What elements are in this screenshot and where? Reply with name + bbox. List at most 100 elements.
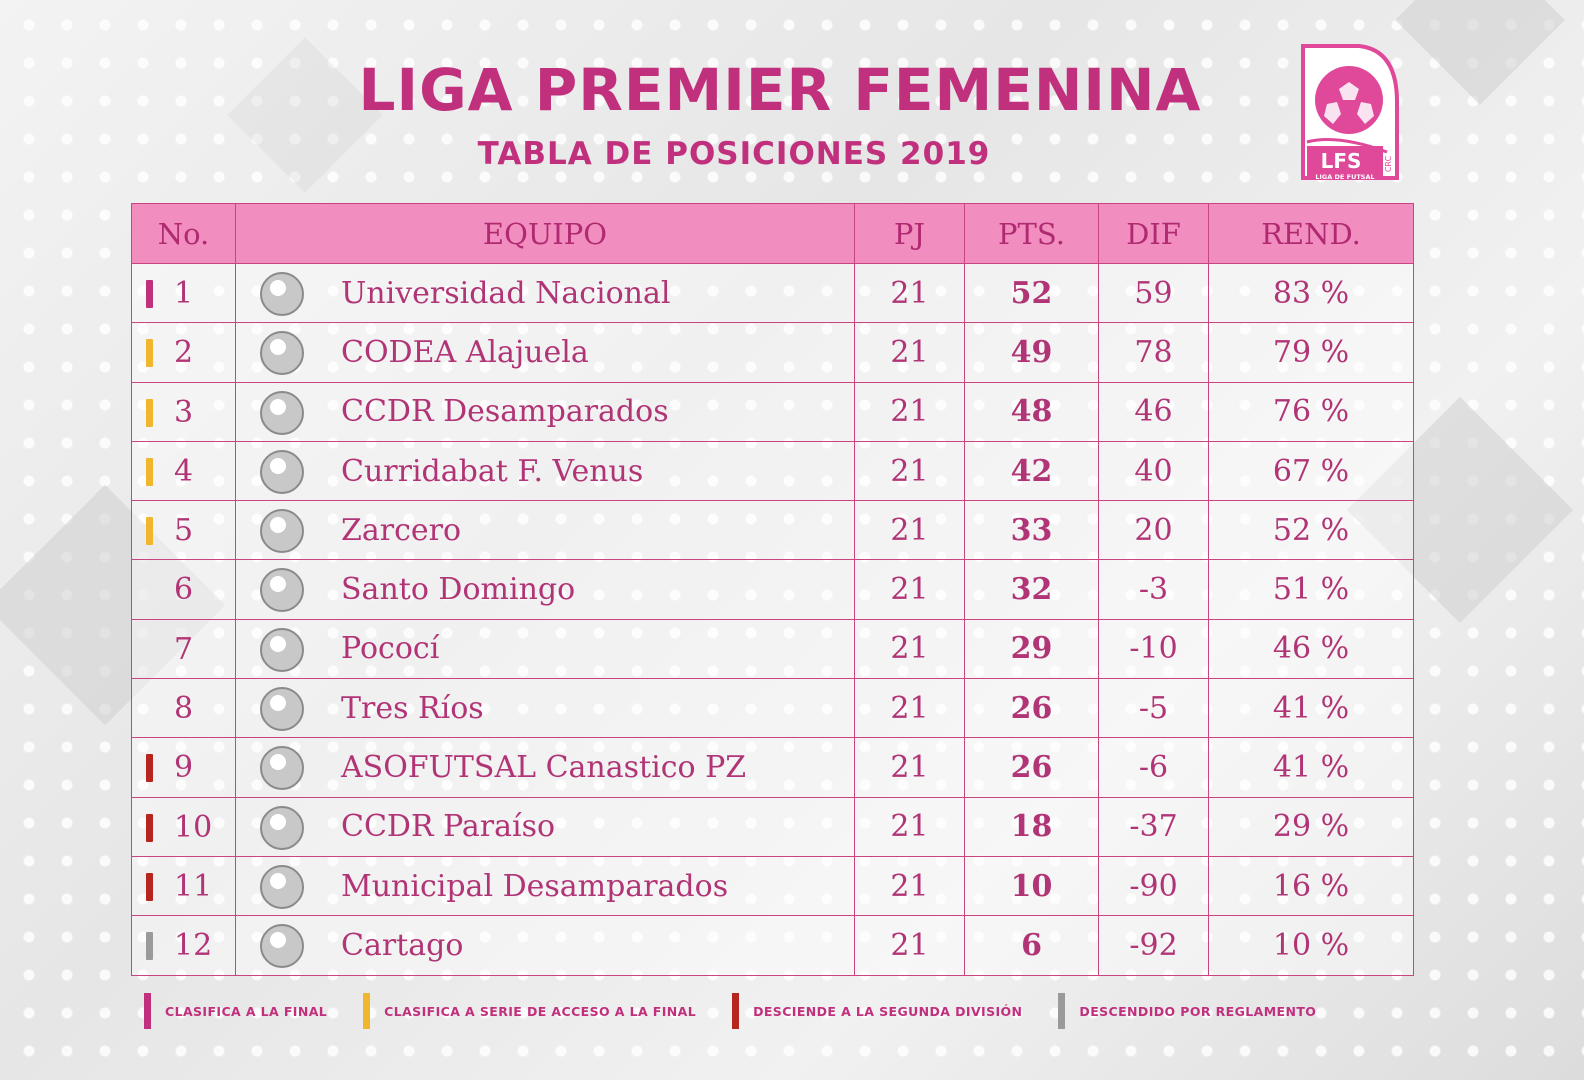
- position-number: 10: [174, 809, 213, 845]
- team-crest-icon: [260, 746, 304, 791]
- performance-cell: 10 %: [1208, 915, 1414, 976]
- team-cell: CODEA Alajuela: [235, 322, 855, 383]
- position-cell: 10: [131, 796, 236, 857]
- games-played-cell: 21: [854, 322, 965, 383]
- position-number: 7: [174, 631, 194, 667]
- position-cell: 6: [131, 559, 236, 620]
- team-name: Santo Domingo: [341, 572, 576, 608]
- games-played-cell: 21: [854, 500, 965, 561]
- team-crest-icon: [260, 864, 304, 909]
- team-name: CCDR Desamparados: [341, 394, 669, 430]
- team-crest-icon: [260, 568, 304, 613]
- position-cell: 5: [131, 500, 236, 561]
- team-cell: Tres Ríos: [235, 678, 855, 739]
- performance-cell: 76 %: [1208, 381, 1414, 442]
- team-crest-icon: [260, 272, 304, 316]
- games-played-cell: 21: [854, 737, 965, 798]
- goal-difference-cell: -37: [1098, 796, 1209, 857]
- status-marker: [146, 754, 153, 783]
- team-crest-icon: [260, 331, 304, 376]
- table-row: 9 ASOFUTSAL Canastico PZ 21 26 -6 41 %: [131, 737, 1414, 798]
- table-header-row: No. EQUIPO PJ PTS. DIF REND.: [131, 203, 1414, 264]
- team-cell: Pococí: [235, 618, 855, 680]
- performance-cell: 41 %: [1208, 737, 1414, 798]
- position-number: 8: [174, 691, 194, 727]
- goal-difference-cell: 78: [1098, 322, 1209, 383]
- position-number: 11: [174, 868, 213, 904]
- goal-difference-cell: -5: [1098, 678, 1209, 739]
- games-played-cell: 21: [854, 678, 965, 739]
- games-played-cell: 21: [854, 796, 965, 857]
- team-cell: Curridabat F. Venus: [235, 440, 855, 502]
- legend-label: DESCIENDE A LA SEGUNDA DIVISIÓN: [753, 1003, 1023, 1019]
- games-played-cell: 21: [854, 618, 965, 680]
- table-row: 12 Cartago 21 6 -92 10 %: [131, 915, 1414, 976]
- points-cell: 18: [964, 796, 1099, 857]
- position-number: 6: [174, 572, 194, 608]
- performance-cell: 29 %: [1208, 796, 1414, 857]
- goal-difference-cell: -90: [1098, 855, 1209, 917]
- legend-label: CLASIFICA A SERIE DE ACCESO A LA FINAL: [384, 1003, 697, 1019]
- logo-text: LFS: [1321, 149, 1362, 173]
- col-header-team: EQUIPO: [235, 203, 855, 264]
- games-played-cell: 21: [854, 440, 965, 502]
- league-logo: LFS CRC LIGA DE FUTSAL: [1301, 44, 1399, 181]
- legend-color-bar: [144, 993, 151, 1029]
- col-header-pj: PJ: [854, 203, 965, 264]
- position-cell: 9: [131, 737, 236, 798]
- position-cell: 7: [131, 618, 236, 680]
- points-cell: 48: [964, 381, 1099, 442]
- performance-cell: 52 %: [1208, 500, 1414, 561]
- goal-difference-cell: -6: [1098, 737, 1209, 798]
- goal-difference-cell: 20: [1098, 500, 1209, 561]
- table-row: 2 CODEA Alajuela 21 49 78 79 %: [131, 322, 1414, 383]
- goal-difference-cell: 59: [1098, 262, 1209, 324]
- position-number: 1: [174, 276, 194, 311]
- legend-label: CLASIFICA A LA FINAL: [165, 1003, 328, 1019]
- logo-caption: LIGA DE FUTSAL: [1315, 173, 1374, 181]
- points-cell: 26: [964, 737, 1099, 798]
- goal-difference-cell: 46: [1098, 381, 1209, 442]
- col-header-dif: DIF: [1098, 203, 1209, 264]
- col-header-rend: REND.: [1208, 203, 1414, 264]
- points-cell: 6: [964, 915, 1099, 976]
- legend-item: DESCIENDE A LA SEGUNDA DIVISIÓN: [732, 993, 1022, 1029]
- status-marker: [146, 932, 153, 961]
- team-name: Municipal Desamparados: [341, 868, 729, 904]
- points-cell: 10: [964, 855, 1099, 917]
- points-cell: 33: [964, 500, 1099, 561]
- status-marker: [146, 457, 153, 486]
- team-name: Tres Ríos: [341, 690, 484, 726]
- status-marker: [146, 517, 153, 546]
- team-name: Cartago: [341, 927, 464, 963]
- table-row: 8 Tres Ríos 21 26 -5 41 %: [131, 678, 1414, 739]
- position-cell: 11: [131, 855, 236, 917]
- table-row: 11 Municipal Desamparados 21 10 -90 16 %: [131, 855, 1414, 917]
- legend-item: CLASIFICA A LA FINAL: [144, 993, 327, 1029]
- status-marker: [146, 872, 153, 901]
- standings-table: No. EQUIPO PJ PTS. DIF REND. 1 Universida…: [131, 203, 1414, 976]
- team-cell: Santo Domingo: [235, 559, 855, 620]
- team-cell: Cartago: [235, 915, 855, 976]
- goal-difference-cell: -92: [1098, 915, 1209, 976]
- logo-side-text: CRC: [1384, 155, 1393, 172]
- performance-cell: 67 %: [1208, 440, 1414, 502]
- team-crest-icon: [260, 449, 304, 494]
- page-title: LIGA PREMIER FEMENINA: [358, 56, 1202, 124]
- team-crest-icon: [260, 924, 304, 969]
- table-row: 3 CCDR Desamparados 21 48 46 76 %: [131, 381, 1414, 442]
- position-cell: 8: [131, 678, 236, 739]
- team-cell: CCDR Paraíso: [235, 796, 855, 857]
- table-row: 7 Pococí 21 29 -10 46 %: [131, 618, 1414, 680]
- performance-cell: 41 %: [1208, 678, 1414, 739]
- games-played-cell: 21: [854, 915, 965, 976]
- legend-item: DESCENDIDO POR REGLAMENTO: [1058, 993, 1316, 1029]
- position-number: 9: [174, 750, 194, 786]
- status-marker: [146, 398, 153, 427]
- team-name: Universidad Nacional: [341, 275, 671, 311]
- legend-item: CLASIFICA A SERIE DE ACCESO A LA FINAL: [363, 993, 696, 1029]
- games-played-cell: 21: [854, 262, 965, 324]
- team-name: Pococí: [341, 631, 440, 667]
- team-crest-icon: [260, 805, 304, 850]
- col-header-pts: PTS.: [964, 203, 1099, 264]
